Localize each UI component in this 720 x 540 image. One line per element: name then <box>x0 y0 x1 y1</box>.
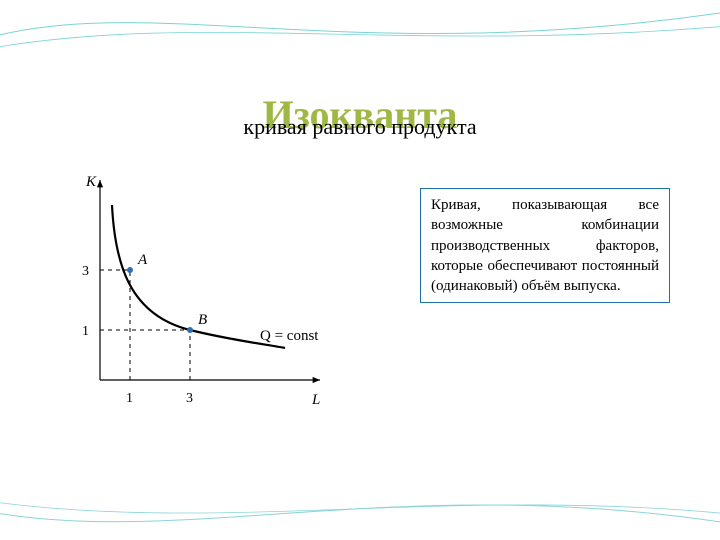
y-tick-label: 1 <box>82 324 89 339</box>
x-axis-label: L <box>311 392 320 408</box>
definition-box: Кривая, показывающая все возможные комби… <box>420 188 670 303</box>
decorative-bottom-swirl <box>0 480 720 540</box>
chart-point <box>127 267 133 273</box>
chart-svg: К L 1 3 1 3 A B Q = const <box>60 170 340 420</box>
chart-point <box>187 327 193 333</box>
axis-arrowhead <box>97 180 103 187</box>
point-label: B <box>198 312 207 328</box>
curve-label: Q = const <box>260 328 319 344</box>
y-axis-label: К <box>85 174 97 190</box>
swirl-path-top <box>0 10 720 40</box>
x-tick-label: 3 <box>186 391 193 406</box>
swirl-path-top2 <box>0 25 720 50</box>
x-tick-label: 1 <box>126 391 133 406</box>
point-label: A <box>137 252 148 268</box>
isoquant-chart: К L 1 3 1 3 A B Q = const <box>60 170 340 420</box>
swirl-path-bottom <box>0 505 720 525</box>
swirl-path-bottom2 <box>0 500 720 515</box>
axis-arrowhead <box>313 377 320 383</box>
y-tick-label: 3 <box>82 264 89 279</box>
decorative-top-swirl <box>0 0 720 60</box>
page-subtitle: кривая равного продукта <box>0 114 720 140</box>
